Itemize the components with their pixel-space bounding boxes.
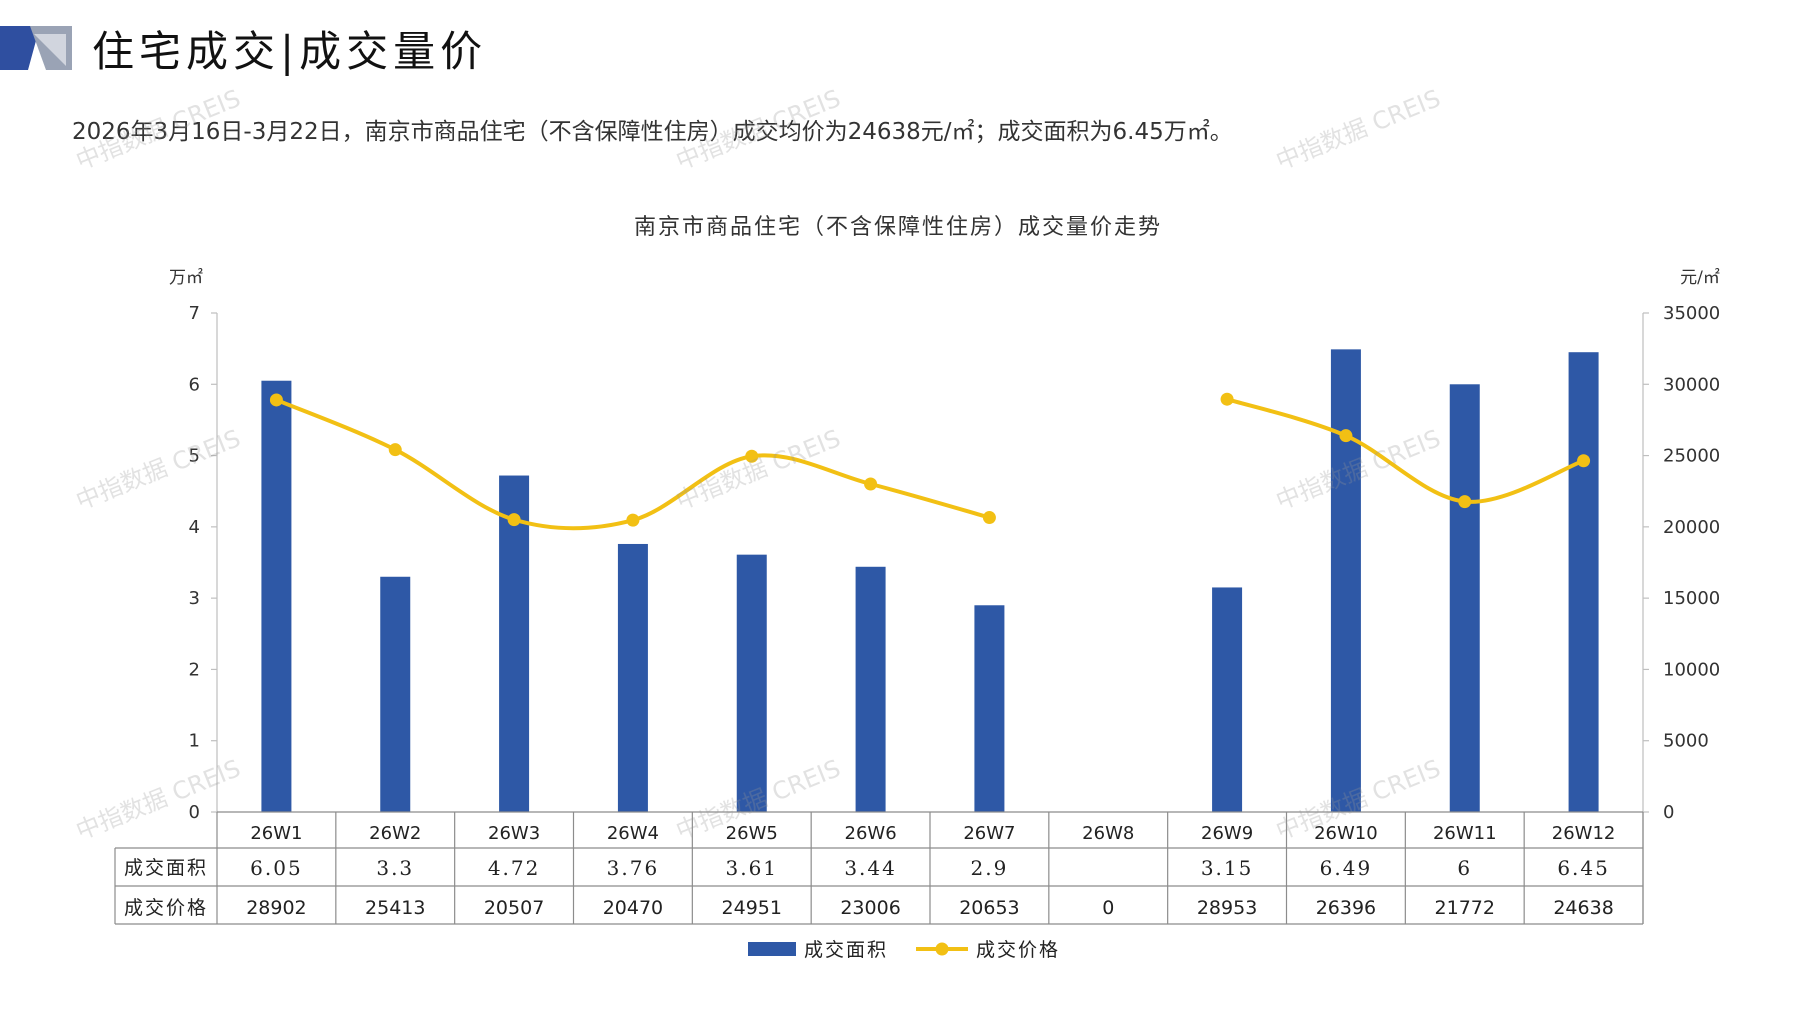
bar-26W2 bbox=[380, 576, 411, 812]
bar-26W5 bbox=[736, 554, 767, 812]
legend-marker-price bbox=[935, 942, 949, 956]
bar-26W1 bbox=[261, 380, 292, 812]
left-tick-label: 4 bbox=[189, 517, 200, 538]
right-tick-label: 25000 bbox=[1663, 446, 1720, 467]
area-value-label: 4.72 bbox=[488, 856, 541, 880]
left-tick-label: 5 bbox=[189, 446, 200, 467]
area-value-label: 3.76 bbox=[607, 856, 660, 880]
chart-title: 南京市商品住宅（不含保障性住房）成交量价走势 bbox=[634, 215, 1162, 240]
left-tick-label: 0 bbox=[189, 802, 200, 823]
right-tick-label: 35000 bbox=[1663, 303, 1720, 324]
price-point-26W9 bbox=[1220, 392, 1234, 406]
price-value-label: 23006 bbox=[840, 897, 900, 919]
price-point-26W3 bbox=[507, 513, 521, 527]
category-label: 26W3 bbox=[488, 823, 540, 844]
category-label: 26W5 bbox=[726, 823, 778, 844]
category-label: 26W2 bbox=[369, 823, 421, 844]
page-title: 住宅成交|成交量价 bbox=[92, 27, 488, 76]
price-point-26W1 bbox=[269, 393, 283, 407]
price-point-26W11 bbox=[1458, 495, 1472, 509]
area-value-label: 3.3 bbox=[376, 856, 414, 880]
legend-label-price: 成交价格 bbox=[976, 939, 1060, 961]
bar-26W9 bbox=[1212, 587, 1243, 812]
right-axis-unit: 元/㎡ bbox=[1680, 268, 1720, 288]
area-value-label: 6.45 bbox=[1557, 856, 1610, 880]
category-label: 26W10 bbox=[1314, 823, 1378, 844]
area-value-label: 2.9 bbox=[971, 856, 1009, 880]
price-point-26W6 bbox=[864, 477, 878, 491]
bar-26W10 bbox=[1330, 349, 1361, 812]
price-value-label: 25413 bbox=[365, 897, 425, 919]
price-line-segment bbox=[1226, 397, 1585, 504]
price-value-label: 24951 bbox=[722, 897, 782, 919]
price-value-label: 20470 bbox=[603, 897, 663, 919]
right-tick-label: 10000 bbox=[1663, 659, 1720, 680]
category-label: 26W4 bbox=[607, 823, 659, 844]
price-value-label: 20507 bbox=[484, 897, 544, 919]
left-tick-label: 6 bbox=[189, 374, 200, 395]
bar-26W11 bbox=[1449, 384, 1480, 812]
category-label: 26W7 bbox=[963, 823, 1015, 844]
price-point-26W2 bbox=[388, 443, 402, 457]
bar-26W4 bbox=[617, 543, 648, 812]
price-value-label: 24638 bbox=[1553, 897, 1613, 919]
price-point-26W12 bbox=[1577, 454, 1591, 468]
right-tick-label: 0 bbox=[1663, 802, 1674, 823]
left-tick-label: 1 bbox=[189, 731, 200, 752]
category-label: 26W8 bbox=[1082, 823, 1134, 844]
area-value-label: 3.61 bbox=[725, 856, 778, 880]
price-line-segment bbox=[275, 398, 990, 531]
area-value-label: 3.44 bbox=[844, 856, 897, 880]
price-value-label: 0 bbox=[1102, 897, 1114, 919]
legend-swatch-area bbox=[748, 942, 796, 956]
price-point-26W7 bbox=[982, 511, 996, 525]
area-value-label: 6.05 bbox=[250, 856, 303, 880]
bar-26W12 bbox=[1568, 352, 1599, 812]
price-value-label: 26396 bbox=[1316, 897, 1376, 919]
right-tick-label: 20000 bbox=[1663, 517, 1720, 538]
price-value-label: 28953 bbox=[1197, 897, 1257, 919]
right-tick-label: 30000 bbox=[1663, 374, 1720, 395]
summary-text: 2026年3月16日-3月22日，南京市商品住宅（不含保障性住房）成交均价为24… bbox=[72, 119, 1233, 145]
area-value-label: 3.15 bbox=[1201, 856, 1254, 880]
left-axis-unit: 万㎡ bbox=[169, 268, 203, 288]
price-value-label: 20653 bbox=[959, 897, 1019, 919]
area-value-label: 6 bbox=[1457, 856, 1472, 880]
category-label: 26W11 bbox=[1433, 823, 1497, 844]
area-value-label: 6.49 bbox=[1320, 856, 1373, 880]
right-tick-label: 5000 bbox=[1663, 731, 1709, 752]
category-label: 26W6 bbox=[845, 823, 897, 844]
row-header-price: 成交价格 bbox=[124, 897, 208, 919]
price-value-label: 21772 bbox=[1435, 897, 1495, 919]
category-label: 26W9 bbox=[1201, 823, 1253, 844]
bar-26W3 bbox=[499, 475, 530, 812]
price-point-26W10 bbox=[1339, 429, 1353, 443]
right-tick-label: 15000 bbox=[1663, 588, 1720, 609]
left-tick-label: 7 bbox=[189, 303, 200, 324]
category-label: 26W12 bbox=[1552, 823, 1616, 844]
row-header-area: 成交面积 bbox=[124, 857, 208, 879]
price-value-label: 28902 bbox=[246, 897, 306, 919]
price-point-26W4 bbox=[626, 513, 640, 527]
left-tick-label: 3 bbox=[189, 588, 200, 609]
brand-logo bbox=[0, 26, 72, 70]
bar-26W6 bbox=[855, 566, 886, 812]
bar-26W7 bbox=[974, 605, 1005, 812]
legend-label-area: 成交面积 bbox=[804, 939, 888, 961]
left-tick-label: 2 bbox=[189, 659, 200, 680]
category-label: 26W1 bbox=[250, 823, 302, 844]
price-point-26W5 bbox=[745, 449, 759, 463]
